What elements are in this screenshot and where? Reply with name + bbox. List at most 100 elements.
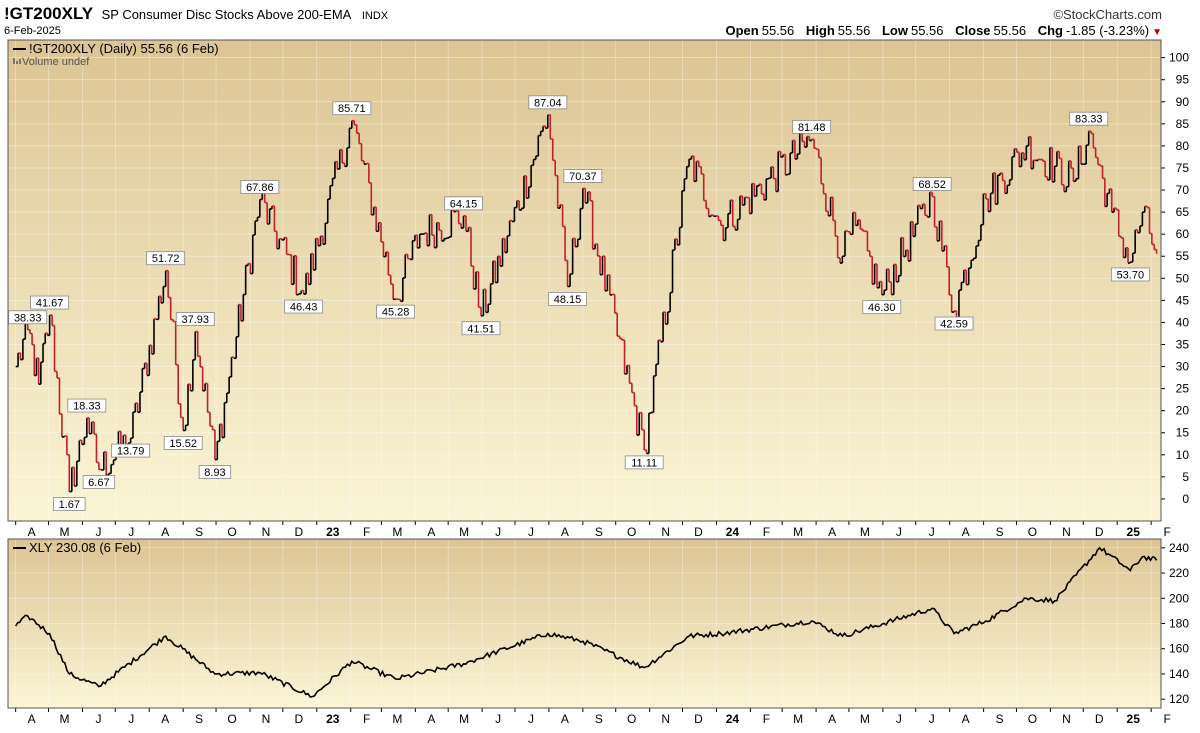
x-tick-label: A (427, 712, 435, 726)
annotation-box (461, 321, 501, 336)
series-title: !GT200XLY (Daily) 55.56 (6 Feb) (29, 41, 219, 56)
annotation-box (198, 465, 232, 479)
x-tick-label: F (1163, 525, 1170, 539)
xly-price-panel: 120 140 160 180 200 220 240 A M J J A S O N D 23 F M A M J J A S… (7, 538, 1189, 726)
x-tick-label: M (392, 525, 402, 539)
y-tick-label: 180 (1169, 617, 1189, 631)
exchange: INDX (361, 10, 389, 22)
x-tick-label: A (28, 712, 36, 726)
x-tick-label: O (627, 712, 636, 726)
annotation-label: 70.37 (569, 171, 597, 183)
x-tick-label: N (661, 712, 670, 726)
annotation-label: 87.04 (534, 97, 562, 109)
open-value: 55.56 (761, 23, 795, 38)
x-tick-label: S (996, 712, 1004, 726)
x-tick-label: M (459, 525, 469, 539)
x-tick-label: 23 (326, 525, 340, 539)
x-tick-label: 23 (326, 712, 340, 726)
volume-icon-bar (13, 58, 15, 64)
x-tick-label: O (227, 525, 236, 539)
annotation-label: 1.67 (59, 499, 80, 511)
x-tick-label: A (828, 525, 836, 539)
plot-frame (7, 39, 1162, 522)
x-tick-label: J (896, 525, 902, 539)
x-tick-label: D (295, 712, 304, 726)
y-tick-label: 0 (1182, 492, 1189, 506)
y-tick-label: 200 (1169, 591, 1189, 605)
x-tick-label: J (528, 712, 534, 726)
x-tick-label: S (595, 712, 603, 726)
y-tick-label: 90 (1176, 95, 1190, 109)
annotation-label: 48.15 (554, 294, 582, 306)
x-tick-label: A (561, 525, 569, 539)
x-tick-label: A (427, 525, 435, 539)
annotation-box (332, 101, 372, 116)
x-tick-label: N (262, 525, 271, 539)
x-tick-label: A (28, 525, 36, 539)
annotation-box (563, 169, 603, 183)
annotation-label: 8.93 (204, 467, 225, 479)
x-tick-label: F (763, 525, 770, 539)
x-tick-label: F (363, 525, 370, 539)
volume-icon-bar (19, 59, 21, 64)
x-tick-label: A (561, 712, 569, 726)
x-tick-label: M (793, 525, 803, 539)
annotation-box (284, 299, 324, 314)
open-label: Open (725, 23, 759, 38)
series-title: XLY 230.08 (6 Feb) (29, 540, 141, 555)
y-tick-label: 140 (1169, 667, 1189, 681)
x-tick-label: N (1062, 712, 1071, 726)
x-tick-label: M (392, 712, 402, 726)
x-tick-label: 24 (726, 525, 740, 539)
annotation-box (67, 398, 107, 413)
annotation-label: 85.71 (338, 103, 366, 115)
annotation-box (111, 443, 151, 458)
x-tick-label: J (128, 712, 134, 726)
annotation-label: 81.48 (798, 122, 826, 134)
volume-icon-bar (16, 61, 18, 64)
y-tick-label: 20 (1176, 404, 1190, 418)
annotation-label: 46.30 (868, 302, 896, 314)
annotation-box (934, 316, 974, 331)
annotation-label: 51.72 (152, 253, 180, 265)
annotation-box (163, 436, 203, 450)
x-tick-label: M (60, 712, 70, 726)
y-tick-label: 55 (1176, 249, 1190, 263)
annotation-label: 37.93 (181, 314, 209, 326)
annotation-label: 68.52 (918, 179, 946, 191)
annotation-label: 38.33 (14, 312, 42, 324)
x-tick-label: M (459, 712, 469, 726)
x-tick-label: 24 (726, 712, 740, 726)
y-tick-label: 10 (1176, 448, 1190, 462)
annotation-label: 45.28 (382, 307, 410, 319)
x-tick-label: M (860, 712, 870, 726)
y-tick-label: 220 (1169, 566, 1189, 580)
x-tick-label: S (195, 712, 203, 726)
x-tick-label: 25 (1127, 712, 1141, 726)
x-tick-label: D (694, 525, 703, 539)
annotation-label: 11.11 (631, 457, 657, 469)
x-tick-label: J (95, 712, 101, 726)
x-tick-label: 25 (1127, 525, 1141, 539)
x-tick-label: J (495, 712, 501, 726)
x-tick-label: S (195, 525, 203, 539)
annotation-box (376, 304, 416, 319)
x-tick-label: J (95, 525, 101, 539)
series-subtitle: Volume undef (22, 56, 90, 68)
ohlc-readout: Open 55.56 High 55.56 Low 55.56 Close 55.56 … (718, 23, 1163, 38)
high-value: 55.56 (837, 23, 871, 38)
close-value: 55.56 (993, 23, 1027, 38)
annotation-box (82, 475, 116, 489)
y-tick-label: 75 (1176, 161, 1190, 175)
y-tick-label: 60 (1176, 227, 1190, 241)
y-tick-label: 65 (1176, 205, 1190, 219)
annotation-box (444, 196, 483, 211)
y-tick-label: 40 (1176, 315, 1190, 329)
x-tick-label: D (1095, 525, 1104, 539)
brand-logo[interactable]: ©StockCharts.com (1053, 7, 1162, 22)
x-tick-label: D (295, 525, 304, 539)
y-tick-label: 85 (1176, 117, 1190, 131)
x-tick-label: A (962, 525, 970, 539)
annotation-box (792, 119, 832, 134)
